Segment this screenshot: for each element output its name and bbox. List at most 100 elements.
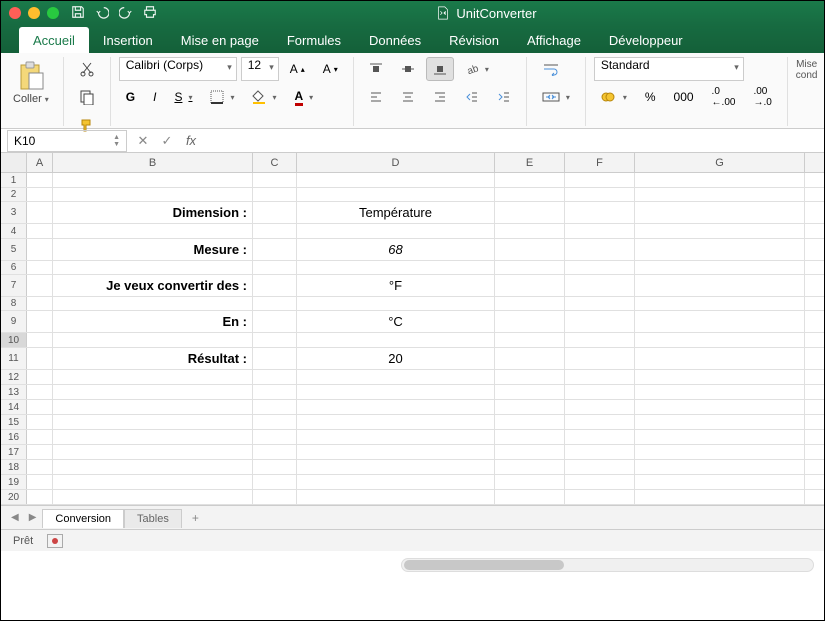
column-header-A[interactable]: A <box>27 153 53 172</box>
underline-button[interactable]: S <box>167 85 199 109</box>
undo-icon[interactable] <box>95 5 109 22</box>
cell-E9[interactable] <box>495 311 565 332</box>
select-all-corner[interactable] <box>1 153 27 172</box>
cell-F18[interactable] <box>565 460 635 474</box>
cell-F9[interactable] <box>565 311 635 332</box>
cell-C17[interactable] <box>253 445 297 459</box>
cell-C18[interactable] <box>253 460 297 474</box>
ribbon-tab-accueil[interactable]: Accueil <box>19 27 89 53</box>
column-header-E[interactable]: E <box>495 153 565 172</box>
name-box-stepper[interactable]: ▲▼ <box>113 134 120 148</box>
paste-button[interactable]: Coller <box>7 57 55 109</box>
cell-G8[interactable] <box>635 297 805 310</box>
cell-B12[interactable] <box>53 370 253 384</box>
cell-C16[interactable] <box>253 430 297 444</box>
cell-E4[interactable] <box>495 224 565 238</box>
cell-A8[interactable] <box>27 297 53 310</box>
cell-A9[interactable] <box>27 311 53 332</box>
cell-G5[interactable] <box>635 239 805 260</box>
row-header-12[interactable]: 12 <box>1 370 27 384</box>
maximize-icon[interactable] <box>47 7 59 19</box>
row-header-5[interactable]: 5 <box>1 239 27 260</box>
cell-D12[interactable] <box>297 370 495 384</box>
wrap-text-button[interactable] <box>535 57 567 81</box>
cell-B11[interactable]: Résultat : <box>53 348 253 369</box>
cell-E20[interactable] <box>495 490 565 504</box>
column-header-C[interactable]: C <box>253 153 297 172</box>
cell-E7[interactable] <box>495 275 565 296</box>
cell-D5[interactable]: 68 <box>297 239 495 260</box>
cell-G17[interactable] <box>635 445 805 459</box>
ribbon-tab-formules[interactable]: Formules <box>273 27 355 53</box>
cell-E15[interactable] <box>495 415 565 429</box>
row-header-10[interactable]: 10 <box>1 333 27 347</box>
sheet-tab-tables[interactable]: Tables <box>124 509 182 528</box>
cell-E16[interactable] <box>495 430 565 444</box>
cell-G12[interactable] <box>635 370 805 384</box>
row-header-1[interactable]: 1 <box>1 173 27 187</box>
tab-nav-next[interactable]: ▶ <box>25 512 41 523</box>
cell-G14[interactable] <box>635 400 805 414</box>
cell-F12[interactable] <box>565 370 635 384</box>
cell-C8[interactable] <box>253 297 297 310</box>
cell-A10[interactable] <box>27 333 53 347</box>
increase-font-button[interactable]: A▴ <box>283 57 312 81</box>
cell-D17[interactable] <box>297 445 495 459</box>
row-header-8[interactable]: 8 <box>1 297 27 310</box>
row-header-7[interactable]: 7 <box>1 275 27 296</box>
cell-G15[interactable] <box>635 415 805 429</box>
cell-D8[interactable] <box>297 297 495 310</box>
cell-A1[interactable] <box>27 173 53 187</box>
cell-D13[interactable] <box>297 385 495 399</box>
cell-D4[interactable] <box>297 224 495 238</box>
column-header-B[interactable]: B <box>53 153 253 172</box>
cell-A13[interactable] <box>27 385 53 399</box>
minimize-icon[interactable] <box>28 7 40 19</box>
cell-F5[interactable] <box>565 239 635 260</box>
cell-E11[interactable] <box>495 348 565 369</box>
row-header-13[interactable]: 13 <box>1 385 27 399</box>
cell-E18[interactable] <box>495 460 565 474</box>
row-header-15[interactable]: 15 <box>1 415 27 429</box>
cell-D3[interactable]: Température <box>297 202 495 223</box>
cell-A18[interactable] <box>27 460 53 474</box>
cell-A2[interactable] <box>27 188 53 201</box>
cell-D10[interactable] <box>297 333 495 347</box>
cell-A3[interactable] <box>27 202 53 223</box>
cell-C20[interactable] <box>253 490 297 504</box>
cell-D16[interactable] <box>297 430 495 444</box>
cell-C10[interactable] <box>253 333 297 347</box>
cell-E19[interactable] <box>495 475 565 489</box>
cell-G6[interactable] <box>635 261 805 274</box>
cell-A19[interactable] <box>27 475 53 489</box>
row-header-18[interactable]: 18 <box>1 460 27 474</box>
cell-F16[interactable] <box>565 430 635 444</box>
cell-E2[interactable] <box>495 188 565 201</box>
cell-B7[interactable]: Je veux convertir des : <box>53 275 253 296</box>
cell-E17[interactable] <box>495 445 565 459</box>
ribbon-tab-mise-en-page[interactable]: Mise en page <box>167 27 273 53</box>
cell-G4[interactable] <box>635 224 805 238</box>
cell-F15[interactable] <box>565 415 635 429</box>
scrollbar-thumb[interactable] <box>404 560 564 570</box>
cell-E12[interactable] <box>495 370 565 384</box>
cell-D7[interactable]: °F <box>297 275 495 296</box>
cell-B4[interactable] <box>53 224 253 238</box>
save-icon[interactable] <box>71 5 85 22</box>
cell-A4[interactable] <box>27 224 53 238</box>
cell-G20[interactable] <box>635 490 805 504</box>
align-top-button[interactable] <box>362 57 390 81</box>
cell-F14[interactable] <box>565 400 635 414</box>
currency-button[interactable] <box>594 85 634 109</box>
cell-E14[interactable] <box>495 400 565 414</box>
row-header-4[interactable]: 4 <box>1 224 27 238</box>
cell-G3[interactable] <box>635 202 805 223</box>
fx-icon[interactable]: fx <box>179 133 203 148</box>
row-header-14[interactable]: 14 <box>1 400 27 414</box>
cell-D2[interactable] <box>297 188 495 201</box>
cell-G10[interactable] <box>635 333 805 347</box>
copy-button[interactable] <box>72 85 102 109</box>
cell-C14[interactable] <box>253 400 297 414</box>
cell-C4[interactable] <box>253 224 297 238</box>
cell-G11[interactable] <box>635 348 805 369</box>
